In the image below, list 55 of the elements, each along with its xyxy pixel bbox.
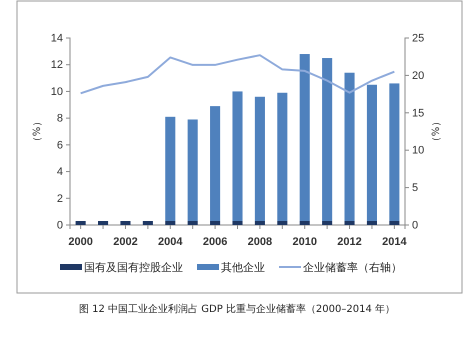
bar	[76, 220, 86, 225]
x-tick-label: 2014	[382, 236, 408, 248]
bar	[389, 220, 400, 225]
text: 图 12 中国工业企业利润占 GDP 比重与企业储蓄率（2000–2014 年）	[79, 303, 395, 315]
bar	[300, 220, 310, 225]
x-tick-label: 2008	[248, 236, 272, 248]
y2-tick-label: 10	[412, 144, 424, 157]
y-tick-label: 4	[56, 166, 63, 178]
y-axis-title: （%）	[32, 116, 43, 146]
legend-label: 企业储蓄率（右轴）	[303, 261, 402, 274]
y-tick-label: 10	[50, 86, 63, 98]
line-series	[80, 54, 396, 94]
bar	[232, 91, 243, 221]
y-tick-label: 6	[56, 139, 63, 152]
bar	[188, 119, 198, 221]
y2-tick-label: 20	[412, 70, 424, 82]
y-tick-label: 0	[56, 220, 63, 232]
bar	[366, 84, 377, 221]
bar	[188, 220, 198, 225]
x-tick-label: 2012	[337, 236, 362, 248]
bar	[366, 220, 377, 225]
legend-label: 其他企业	[221, 261, 265, 274]
y2-tick-label: 5	[412, 182, 418, 194]
y-tick-label: 12	[50, 59, 63, 72]
bar	[165, 220, 176, 225]
y2-tick-label: 0	[412, 220, 418, 232]
bar	[389, 83, 400, 221]
y-tick-label: 2	[56, 192, 63, 205]
bar	[142, 220, 153, 225]
y-tick-label: 8	[56, 112, 63, 125]
x-tick-label: 2000	[68, 236, 93, 248]
y2-axis-title: （%）	[431, 116, 442, 146]
bar	[232, 220, 243, 225]
bar	[300, 54, 310, 221]
bar	[344, 220, 355, 225]
bar	[165, 116, 176, 221]
bar	[210, 220, 220, 225]
bar	[210, 106, 220, 221]
x-tick-label: 2002	[113, 236, 138, 248]
y2-tick-label: 25	[412, 32, 424, 45]
bar	[254, 220, 265, 225]
bar	[322, 220, 332, 225]
bar	[344, 72, 355, 221]
legend-label: 国有及国有控股企业	[84, 261, 183, 274]
y-tick-label: 14	[50, 32, 63, 45]
bar	[277, 220, 288, 225]
bar	[277, 92, 288, 221]
bar	[322, 58, 332, 221]
y2-tick-label: 15	[412, 107, 424, 120]
bar	[98, 220, 108, 225]
bar	[254, 96, 265, 221]
x-tick-label: 2006	[202, 236, 228, 248]
x-tick-label: 2010	[292, 236, 317, 248]
x-tick-label: 2004	[158, 236, 184, 248]
bar	[120, 220, 130, 225]
